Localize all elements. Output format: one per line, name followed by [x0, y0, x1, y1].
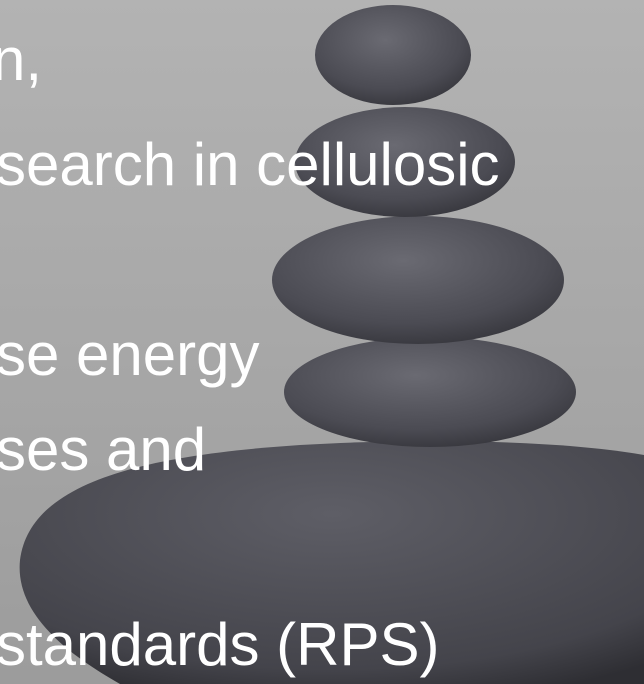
page: {"slide": {"lines": ["n,", "search in ce…	[0, 0, 644, 684]
text-line: se energy	[0, 321, 260, 388]
text-line: standards (RPS)	[0, 611, 440, 678]
stone	[315, 5, 471, 105]
stone	[272, 216, 564, 344]
stone	[284, 337, 576, 447]
slide: n, search in cellulosic se energy ses an…	[0, 0, 644, 684]
text-line: n,	[0, 26, 42, 93]
text-line: ses and	[0, 416, 206, 483]
text-line: search in cellulosic	[0, 131, 500, 198]
